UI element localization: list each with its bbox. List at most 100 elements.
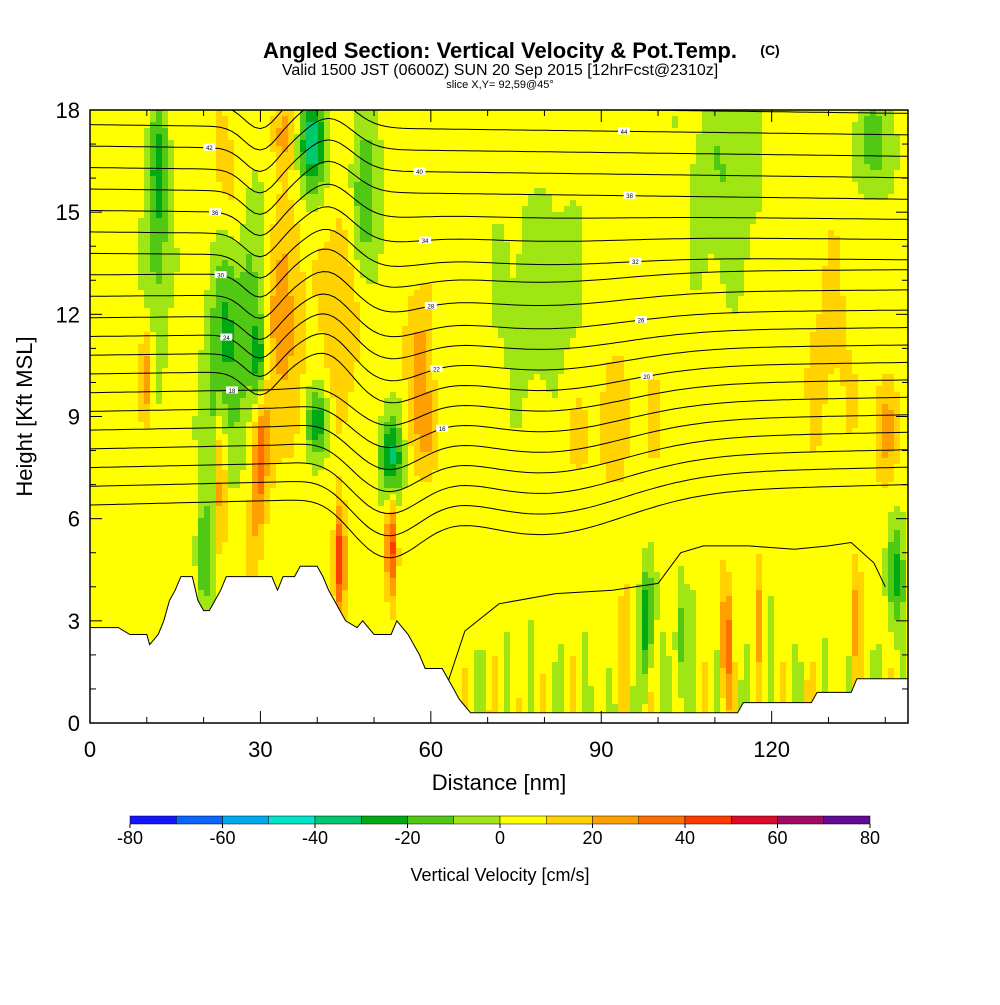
- velocity-cell: [756, 188, 763, 195]
- velocity-cell: [636, 176, 643, 183]
- velocity-cell: [600, 308, 607, 315]
- velocity-cell: [258, 158, 265, 165]
- velocity-cell: [798, 236, 805, 243]
- velocity-cell: [900, 176, 907, 183]
- velocity-cell: [726, 278, 733, 285]
- velocity-cell: [774, 176, 781, 183]
- velocity-cell: [216, 230, 223, 237]
- velocity-cell: [672, 134, 679, 141]
- velocity-cell: [228, 122, 235, 129]
- velocity-cell: [348, 200, 355, 207]
- velocity-cell: [384, 128, 391, 135]
- velocity-cell: [804, 296, 811, 303]
- velocity-cell: [660, 224, 667, 231]
- velocity-cell: [786, 272, 793, 279]
- velocity-cell: [690, 242, 697, 249]
- velocity-cell: [438, 140, 445, 147]
- velocity-cell: [804, 116, 811, 123]
- velocity-cell: [612, 272, 619, 279]
- velocity-cell: [558, 128, 565, 135]
- velocity-cell: [330, 110, 337, 117]
- velocity-cell: [690, 140, 697, 147]
- velocity-cell: [270, 314, 277, 321]
- velocity-cell: [870, 134, 877, 141]
- velocity-cell: [666, 194, 673, 201]
- velocity-cell: [174, 164, 181, 171]
- velocity-cell: [684, 152, 691, 159]
- velocity-cell: [744, 122, 751, 129]
- velocity-cell: [756, 116, 763, 123]
- velocity-cell: [666, 272, 673, 279]
- velocity-cell: [834, 134, 841, 141]
- velocity-cell: [732, 254, 739, 261]
- velocity-cell: [402, 320, 409, 327]
- velocity-cell: [894, 146, 901, 153]
- velocity-cell: [630, 266, 637, 273]
- velocity-cell: [894, 206, 901, 213]
- velocity-cell: [342, 134, 349, 141]
- velocity-cell: [708, 116, 715, 123]
- velocity-cell: [468, 176, 475, 183]
- velocity-cell: [594, 182, 601, 189]
- velocity-cell: [258, 200, 265, 207]
- velocity-cell: [846, 158, 853, 165]
- velocity-cell: [306, 260, 313, 267]
- velocity-cell: [738, 260, 745, 267]
- velocity-cell: [90, 284, 97, 291]
- velocity-cell: [270, 146, 277, 153]
- velocity-cell: [96, 182, 103, 189]
- velocity-cell: [396, 302, 403, 309]
- velocity-cell: [684, 128, 691, 135]
- velocity-cell: [96, 326, 103, 333]
- velocity-cell: [258, 110, 265, 117]
- velocity-cell: [600, 176, 607, 183]
- velocity-cell: [582, 242, 589, 249]
- velocity-cell: [444, 134, 451, 141]
- velocity-cell: [510, 182, 517, 189]
- velocity-cell: [150, 326, 157, 333]
- velocity-cell: [450, 194, 457, 201]
- velocity-cell: [708, 236, 715, 243]
- velocity-cell: [240, 302, 247, 309]
- velocity-cell: [408, 296, 415, 303]
- velocity-cell: [228, 140, 235, 147]
- velocity-cell: [618, 200, 625, 207]
- velocity-cell: [618, 236, 625, 243]
- velocity-cell: [204, 326, 211, 333]
- velocity-cell: [384, 230, 391, 237]
- velocity-cell: [564, 110, 571, 117]
- velocity-cell: [114, 194, 121, 201]
- velocity-cell: [654, 176, 661, 183]
- velocity-cell: [216, 176, 223, 183]
- velocity-cell: [168, 242, 175, 249]
- velocity-cell: [702, 122, 709, 129]
- velocity-cell: [750, 302, 757, 309]
- velocity-cell: [288, 212, 295, 219]
- velocity-cell: [720, 146, 727, 153]
- velocity-cell: [732, 218, 739, 225]
- velocity-cell: [582, 134, 589, 141]
- velocity-cell: [264, 320, 271, 327]
- velocity-cell: [510, 128, 517, 135]
- velocity-cell: [168, 284, 175, 291]
- velocity-cell: [246, 176, 253, 183]
- velocity-cell: [654, 140, 661, 147]
- velocity-cell: [864, 212, 871, 219]
- velocity-cell: [126, 140, 133, 147]
- velocity-cell: [204, 260, 211, 267]
- velocity-cell: [408, 146, 415, 153]
- velocity-cell: [360, 302, 367, 309]
- velocity-cell: [576, 260, 583, 267]
- velocity-cell: [246, 188, 253, 195]
- velocity-cell: [708, 248, 715, 255]
- velocity-cell: [606, 308, 613, 315]
- velocity-cell: [852, 182, 859, 189]
- velocity-cell: [876, 230, 883, 237]
- velocity-cell: [846, 242, 853, 249]
- velocity-cell: [846, 278, 853, 285]
- velocity-cell: [666, 254, 673, 261]
- velocity-cell: [534, 152, 541, 159]
- velocity-cell: [774, 152, 781, 159]
- velocity-cell: [318, 164, 325, 171]
- velocity-cell: [618, 110, 625, 117]
